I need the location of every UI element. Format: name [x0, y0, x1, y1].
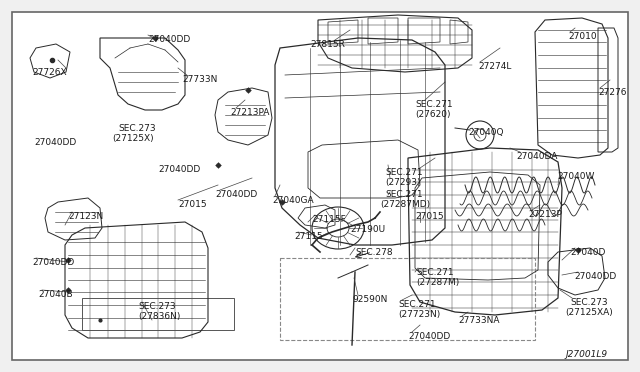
Text: 27040DD: 27040DD [32, 258, 74, 267]
Text: SEC.273: SEC.273 [570, 298, 607, 307]
Text: (27293): (27293) [385, 178, 420, 187]
Text: 27123N: 27123N [68, 212, 103, 221]
Text: 27010: 27010 [568, 32, 596, 41]
Text: SEC.271: SEC.271 [385, 190, 422, 199]
Text: 27040GA: 27040GA [272, 196, 314, 205]
Text: (27125X): (27125X) [112, 134, 154, 143]
Text: SEC.278: SEC.278 [355, 248, 392, 257]
Bar [280, 258, 535, 340]
Text: 27726X: 27726X [32, 68, 67, 77]
Text: (27836N): (27836N) [138, 312, 180, 321]
Text: SEC.271: SEC.271 [415, 100, 452, 109]
Text: 27040DD: 27040DD [408, 332, 451, 341]
Text: 27213PA: 27213PA [230, 108, 269, 117]
Text: (27287M): (27287M) [416, 278, 460, 287]
Text: 27733NA: 27733NA [458, 316, 499, 325]
Text: 27040W: 27040W [557, 172, 595, 181]
Text: (27723N): (27723N) [398, 310, 440, 319]
Text: 27040Q: 27040Q [468, 128, 504, 137]
Text: 27040DD: 27040DD [148, 35, 190, 44]
Text: 27115F: 27115F [312, 215, 346, 224]
Text: 27276: 27276 [598, 88, 627, 97]
Text: 27015: 27015 [415, 212, 444, 221]
Bar [82, 298, 234, 330]
Text: 27040DD: 27040DD [215, 190, 257, 199]
Text: 27115: 27115 [294, 232, 323, 241]
Text: 27213P: 27213P [528, 210, 562, 219]
Text: 27040DD: 27040DD [574, 272, 616, 281]
Text: SEC.271: SEC.271 [416, 268, 454, 277]
Text: 92590N: 92590N [352, 295, 387, 304]
Text: 27733N: 27733N [182, 75, 218, 84]
Text: 27040DA: 27040DA [516, 152, 557, 161]
Text: 27190U: 27190U [350, 225, 385, 234]
Text: 27040DD: 27040DD [158, 165, 200, 174]
Text: 27015: 27015 [178, 200, 207, 209]
Text: 27274L: 27274L [478, 62, 511, 71]
Text: SEC.273: SEC.273 [138, 302, 175, 311]
Text: J27001L9: J27001L9 [565, 350, 607, 359]
Text: SEC.271: SEC.271 [385, 168, 422, 177]
Text: 27040B: 27040B [38, 290, 72, 299]
Text: (27125XA): (27125XA) [565, 308, 612, 317]
Text: 27815R: 27815R [310, 40, 345, 49]
Text: (27620): (27620) [415, 110, 451, 119]
Text: 27040DD: 27040DD [34, 138, 76, 147]
Text: SEC.271: SEC.271 [398, 300, 436, 309]
Text: (27287MD): (27287MD) [380, 200, 430, 209]
Text: SEC.273: SEC.273 [118, 124, 156, 133]
Text: 27040D: 27040D [570, 248, 605, 257]
